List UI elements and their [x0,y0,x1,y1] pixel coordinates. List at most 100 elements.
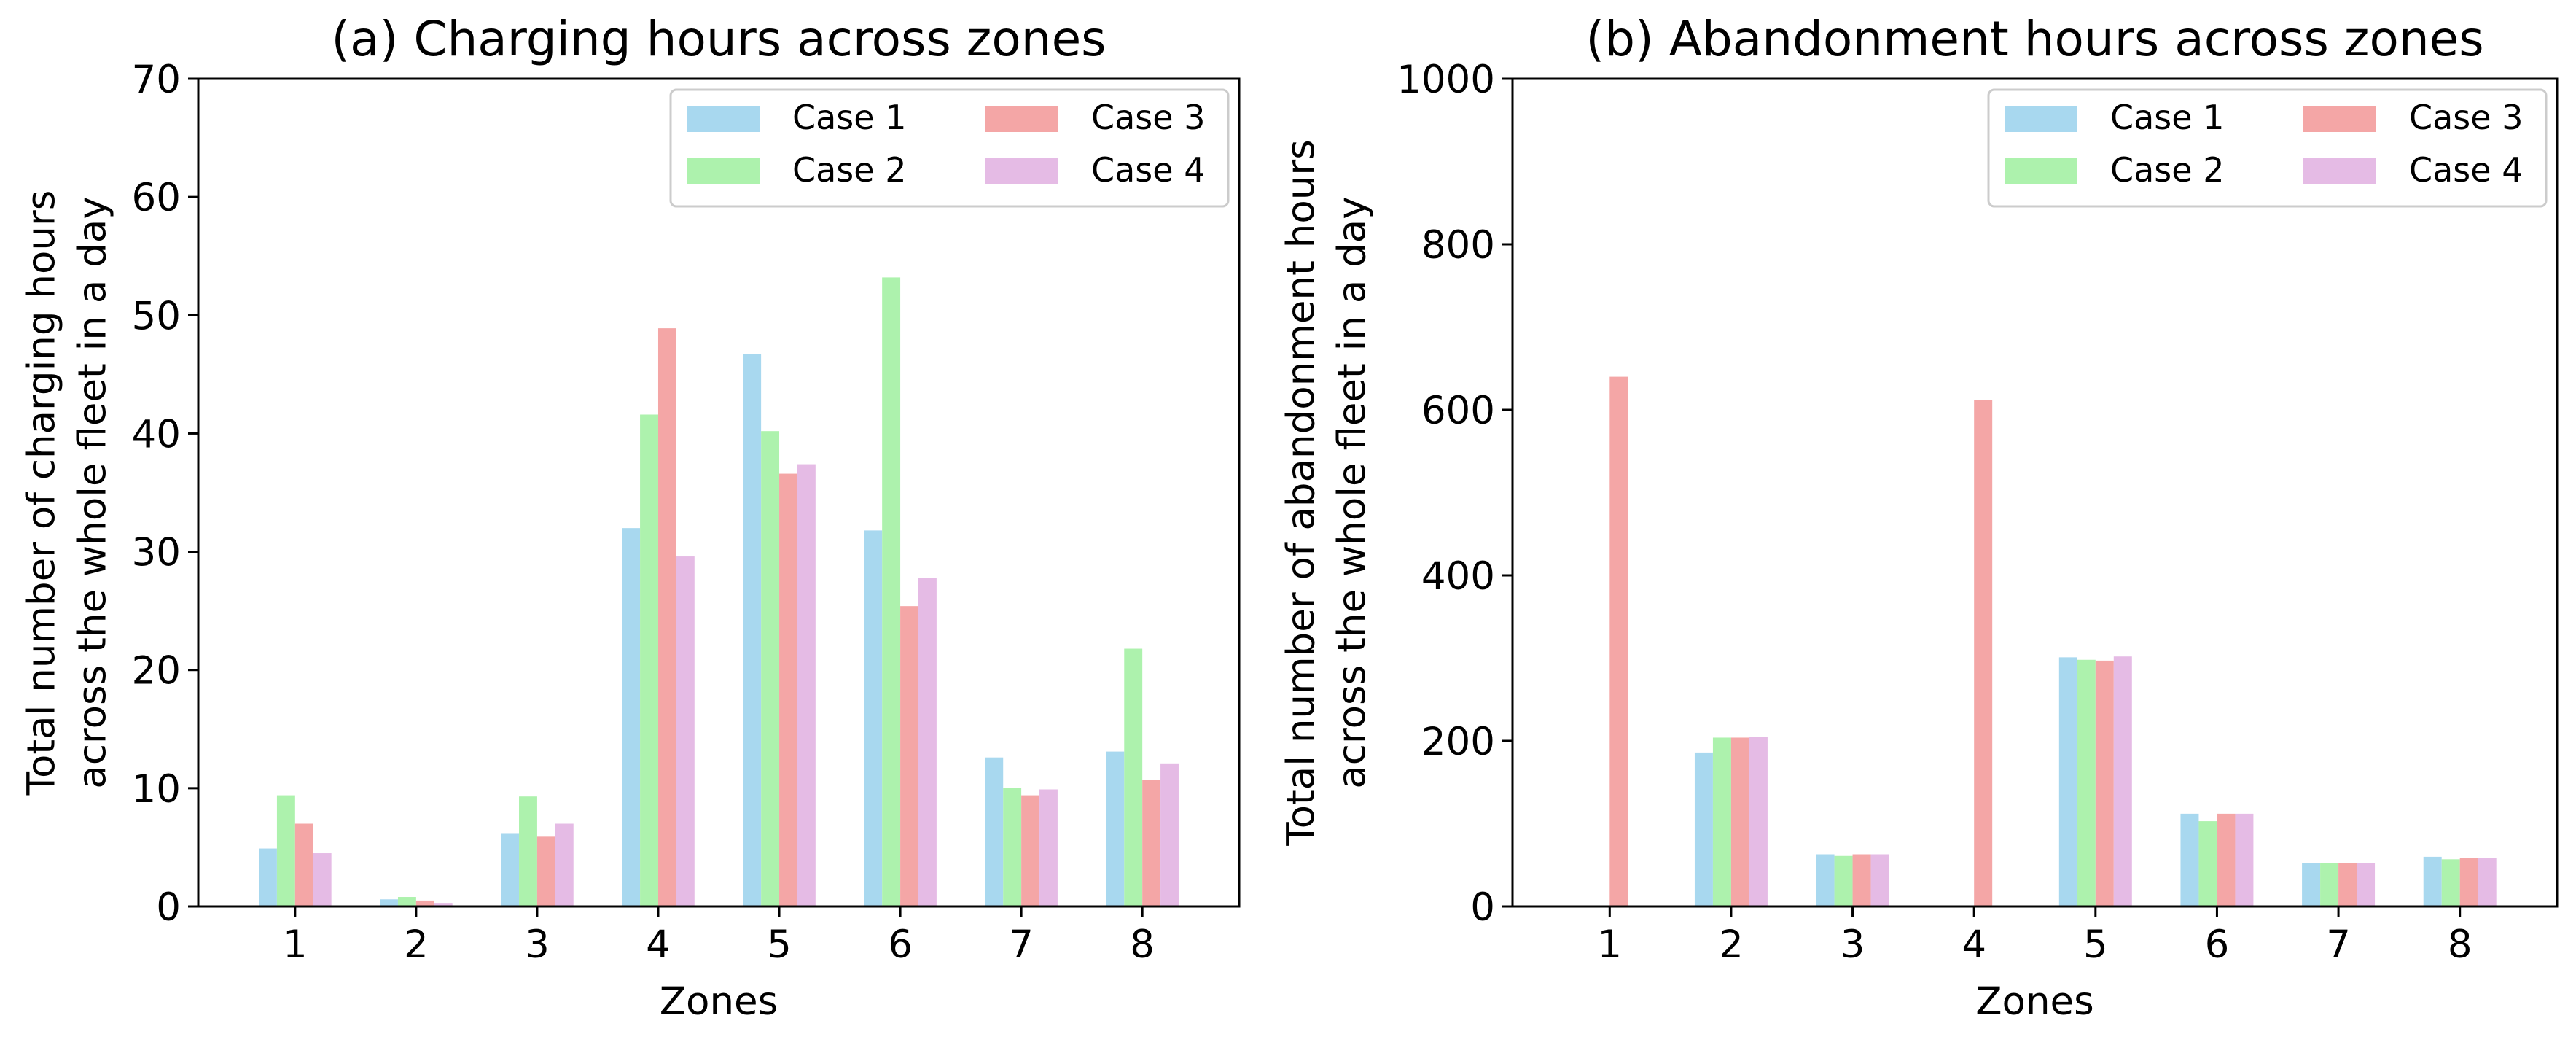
bar-case-3-zone-6 [2217,813,2236,906]
x-tick-label: 4 [646,922,671,967]
y-tick-label: 1000 [1397,58,1495,102]
y-axis-label-line-2: across the whole fleet in a day [1330,196,1375,788]
legend-swatch-2 [687,158,760,184]
bar-case-3-zone-4 [1974,400,1993,906]
bar-case-2-zone-6 [882,277,901,906]
bar-case-3-zone-7 [2338,863,2357,906]
bar-case-1-zone-3 [1816,854,1835,906]
plot-frame [197,77,1241,908]
bar-case-2-zone-8 [2441,859,2460,906]
bar-case-3-zone-3 [536,836,555,906]
bar-case-1-zone-7 [985,757,1004,906]
y-tick-label: 0 [156,885,181,930]
x-tick-label: 3 [1841,922,1865,967]
bar-case-4-zone-2 [434,903,453,906]
y-tick-label: 400 [1421,554,1495,599]
bar-case-2-zone-2 [1712,737,1731,906]
legend-label-4: Case 4 [1091,150,1205,190]
bar-case-1-zone-6 [864,530,883,906]
x-tick-label: 5 [767,922,792,967]
legend-label-2: Case 2 [792,150,906,190]
bar-case-3-zone-8 [1142,780,1161,906]
panel-a-charging-hours: (a) Charging hours across zones 0 10 20 30 40… [20,11,1241,1024]
legend-label-1: Case 1 [2110,98,2224,137]
bar-case-4-zone-5 [797,464,816,906]
y-tick-label: 800 [1421,223,1495,268]
bar-case-1-zone-8 [1106,751,1125,906]
bar-case-4-zone-6 [918,578,937,906]
legend-swatch-3 [2303,106,2376,132]
x-axis-label: Zones [1975,979,2094,1024]
bar-case-3-zone-8 [2459,858,2478,906]
bar-case-3-zone-1 [1609,376,1628,906]
bar-case-1-zone-5 [743,354,762,906]
y-tick-label: 70 [132,58,181,102]
legend-label-3: Case 3 [2409,98,2523,137]
bar-case-2-zone-4 [640,414,658,906]
bar-case-2-zone-6 [2198,821,2217,906]
bar-case-4-zone-3 [555,823,574,906]
y-tick-label: 50 [132,294,181,338]
legend-swatch-3 [985,106,1058,132]
bar-case-1-zone-2 [380,899,398,906]
bar-case-4-zone-4 [676,556,695,906]
x-tick-label: 6 [888,922,913,967]
bar-case-1-zone-3 [501,833,520,906]
bar-case-3-zone-7 [1021,795,1040,906]
bar-case-4-zone-8 [1160,763,1179,906]
bar-case-1-zone-7 [2302,863,2321,906]
bar-case-4-zone-8 [2478,858,2497,906]
legend-label-4: Case 4 [2409,150,2523,190]
x-tick-label: 2 [404,922,429,967]
y-axis-label-line-1: Total number of charging hours [20,190,64,796]
plot-frame [1511,77,2559,908]
x-tick-label: 7 [1009,922,1034,967]
bar-case-1-zone-2 [1694,752,1713,906]
bar-case-2-zone-5 [2077,659,2096,906]
y-axis-label-line-2: across the whole fleet in a day [71,196,115,788]
bar-case-2-zone-8 [1124,648,1143,906]
y-tick-label: 200 [1421,720,1495,764]
bar-case-4-zone-5 [2113,656,2132,906]
bar-case-3-zone-1 [294,823,313,906]
x-tick-label: 8 [2448,922,2472,967]
bar-case-3-zone-4 [657,328,676,906]
bar-case-1-zone-5 [2058,657,2077,906]
y-tick-label: 20 [132,649,181,694]
bar-case-1-zone-6 [2180,813,2199,906]
x-tick-label: 8 [1130,922,1155,967]
bar-case-4-zone-7 [2357,863,2376,906]
legend-swatch-1 [687,106,760,132]
x-tick-label: 7 [2326,922,2351,967]
bar-case-3-zone-6 [900,606,918,906]
y-tick-label: 10 [132,767,181,812]
bar-case-2-zone-5 [761,431,780,906]
x-tick-label: 4 [1962,922,1986,967]
y-tick-label: 40 [132,412,181,457]
legend-label-1: Case 1 [792,98,906,137]
bar-case-4-zone-2 [1749,737,1768,906]
y-tick-label: 0 [1470,885,1495,930]
bar-case-1-zone-4 [622,528,641,906]
x-axis-label: Zones [660,979,778,1024]
x-tick-label: 1 [1597,922,1622,967]
bar-case-2-zone-3 [1834,855,1853,906]
chart-title: (b) Abandonment hours across zones [1585,11,2483,67]
bar-case-2-zone-7 [1003,788,1022,906]
x-tick-label: 5 [2083,922,2108,967]
legend-swatch-4 [2303,158,2376,184]
x-tick-label: 6 [2205,922,2230,967]
legend-label-3: Case 3 [1091,98,1205,137]
bar-case-4-zone-7 [1039,789,1058,906]
bar-case-3-zone-2 [1730,737,1749,906]
bar-case-3-zone-5 [779,473,797,906]
bar-case-4-zone-6 [2235,813,2254,906]
y-tick-label: 60 [132,176,181,220]
legend-box [1987,88,2548,208]
bar-case-2-zone-2 [397,897,416,906]
bar-case-3-zone-2 [415,900,434,906]
legend-swatch-1 [2005,106,2077,132]
bar-case-1-zone-1 [259,848,277,906]
x-tick-label: 2 [1719,922,1744,967]
